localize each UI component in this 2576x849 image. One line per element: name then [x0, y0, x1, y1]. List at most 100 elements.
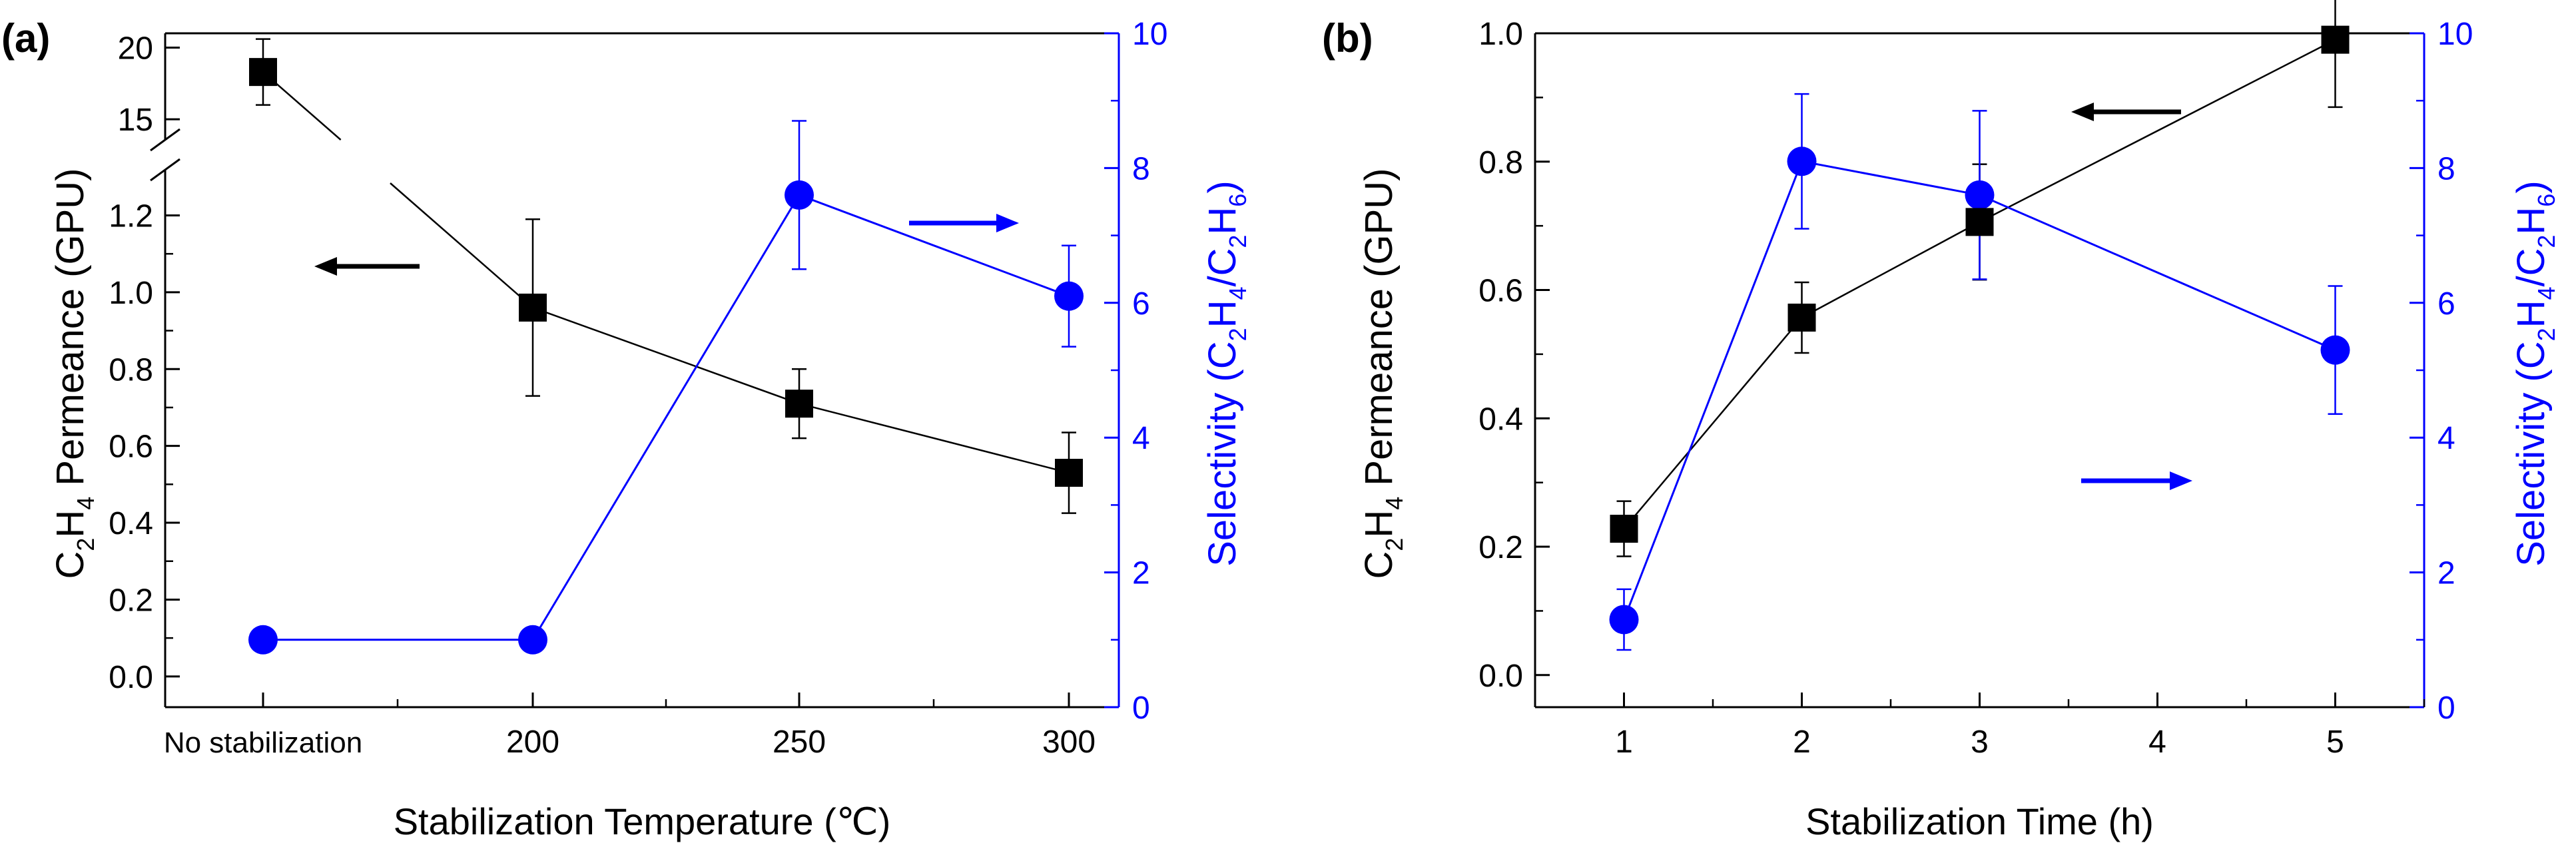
label-subscript: 4 — [1381, 497, 1408, 510]
axis-break-mark — [150, 128, 180, 152]
arrow-left-axis — [314, 257, 420, 276]
label-subscript: 2 — [1224, 328, 1251, 341]
arrow-head — [2071, 103, 2094, 121]
selectivity-point — [1054, 281, 1084, 311]
line-segment — [390, 182, 533, 308]
y-right-tick-label: 2 — [2437, 556, 2455, 591]
permeance-point — [2321, 25, 2350, 54]
label-subscript: 2 — [72, 538, 99, 551]
y-left-tick-label: 0.6 — [1478, 274, 1523, 309]
label-subscript: 2 — [2533, 328, 2560, 341]
arrow-head — [314, 257, 337, 276]
label-part: ) — [1201, 180, 1244, 193]
label-part: Permeance (GPU) — [1357, 168, 1401, 497]
x-tick-label: 3 — [1971, 724, 1989, 760]
x-tick-label: 1 — [1615, 724, 1633, 760]
label-part: H — [2509, 300, 2553, 328]
y-left-tick-label: 0.8 — [109, 352, 153, 388]
label-part: /C — [2509, 248, 2553, 286]
label-part: H — [2509, 207, 2553, 235]
panel-label: (a) — [1, 16, 50, 61]
label-part: C — [49, 551, 92, 579]
y-left-tick-label: 20 — [118, 31, 153, 67]
series-permeance-line — [262, 71, 1070, 474]
label-part: H — [1201, 300, 1244, 328]
permeance-point — [1787, 303, 1816, 332]
selectivity-point — [248, 625, 278, 655]
x-tick-label: 4 — [2148, 724, 2166, 760]
y-left-tick-label: 1.2 — [109, 198, 153, 234]
selectivity-point — [1965, 180, 1995, 210]
y-right-tick-label: 8 — [1132, 151, 1150, 186]
y-right-tick-label: 6 — [1132, 286, 1150, 322]
selectivity-point — [1787, 146, 1817, 176]
label-part: H — [1201, 207, 1244, 235]
x-axis-title: Stabilization Time (h) — [1805, 800, 2154, 842]
label-subscript: 2 — [2533, 234, 2560, 248]
y-right-tick-label: 2 — [1132, 556, 1150, 591]
y-left-axis-title: C2H4 Permeance (GPU) — [49, 168, 99, 579]
label-part: Permeance (GPU) — [49, 168, 92, 497]
y-left-tick-label: 15 — [118, 103, 153, 138]
y-right-tick-label: 4 — [1132, 421, 1150, 456]
permeance-point — [1965, 208, 1994, 236]
arrow-right-axis — [2081, 471, 2192, 490]
y-left-tick-label: 1.0 — [1478, 17, 1523, 52]
label-part: /C — [1201, 248, 1244, 286]
x-tick-label: 250 — [773, 724, 826, 760]
permeance-point — [249, 58, 277, 87]
y-right-tick-label: 6 — [2437, 286, 2455, 322]
series-permeance-line — [1623, 39, 2336, 529]
y-left-tick-label: 1.0 — [109, 276, 153, 311]
label-subscript: 4 — [2533, 286, 2560, 300]
label-part: H — [1357, 510, 1401, 538]
y-right-tick-label: 10 — [2437, 17, 2473, 52]
label-subscript: 2 — [1381, 538, 1408, 551]
label-part: Selectivity (C — [1201, 341, 1244, 566]
arrow-head — [996, 214, 1019, 232]
y-left-tick-label: 0.0 — [109, 660, 153, 695]
panel-label: (b) — [1322, 16, 1373, 61]
x-tick-label: 200 — [506, 724, 559, 760]
y-right-tick-label: 4 — [2437, 421, 2455, 456]
line-segment — [799, 402, 1070, 474]
x-tick-label: 300 — [1042, 724, 1096, 760]
permeance-point — [785, 390, 813, 418]
label-subscript: 4 — [1224, 286, 1251, 300]
permeance-point — [1610, 515, 1638, 543]
x-tick-label: 2 — [1793, 724, 1811, 760]
label-subscript: 4 — [72, 497, 99, 510]
selectivity-point — [518, 625, 547, 655]
y-left-tick-label: 0.4 — [1478, 402, 1523, 437]
y-right-axis-title: Selectivity (C2H4/C2H6) — [2509, 180, 2560, 567]
label-subscript: 6 — [1224, 194, 1251, 207]
label-part: Selectivity (C — [2509, 341, 2553, 566]
y-left-tick-label: 0.6 — [109, 429, 153, 465]
series-selectivity-line — [1623, 160, 2336, 620]
series-selectivity-line — [263, 194, 1070, 641]
label-part: C — [1357, 551, 1401, 579]
selectivity-point — [2320, 335, 2350, 365]
y-left-tick-label: 0.4 — [109, 506, 153, 541]
y-right-axis-title: Selectivity (C2H4/C2H6) — [1201, 180, 1251, 567]
y-left-axis-title: C2H4 Permeance (GPU) — [1357, 168, 1408, 579]
y-right-tick-label: 10 — [1132, 17, 1167, 52]
y-left-tick-label: 0.0 — [1478, 659, 1523, 694]
y-left-tick-label: 0.8 — [1478, 145, 1523, 180]
label-subscript: 2 — [1224, 234, 1251, 248]
axis-break-mark — [150, 158, 180, 182]
label-subscript: 6 — [2533, 194, 2560, 207]
x-axis-title: Stabilization Temperature (℃) — [394, 800, 891, 842]
y-right-tick-label: 8 — [2437, 151, 2455, 186]
arrow-left-axis — [2071, 103, 2181, 121]
y-right-tick-label: 0 — [2437, 691, 2455, 726]
y-right-tick-label: 0 — [1132, 691, 1150, 726]
arrow-head — [2170, 471, 2192, 490]
x-tick-label: No stabilization — [164, 726, 362, 759]
label-part: ) — [2509, 180, 2553, 193]
arrow-right-axis — [909, 214, 1019, 232]
x-tick-label: 5 — [2326, 724, 2344, 760]
line-segment — [532, 306, 800, 405]
